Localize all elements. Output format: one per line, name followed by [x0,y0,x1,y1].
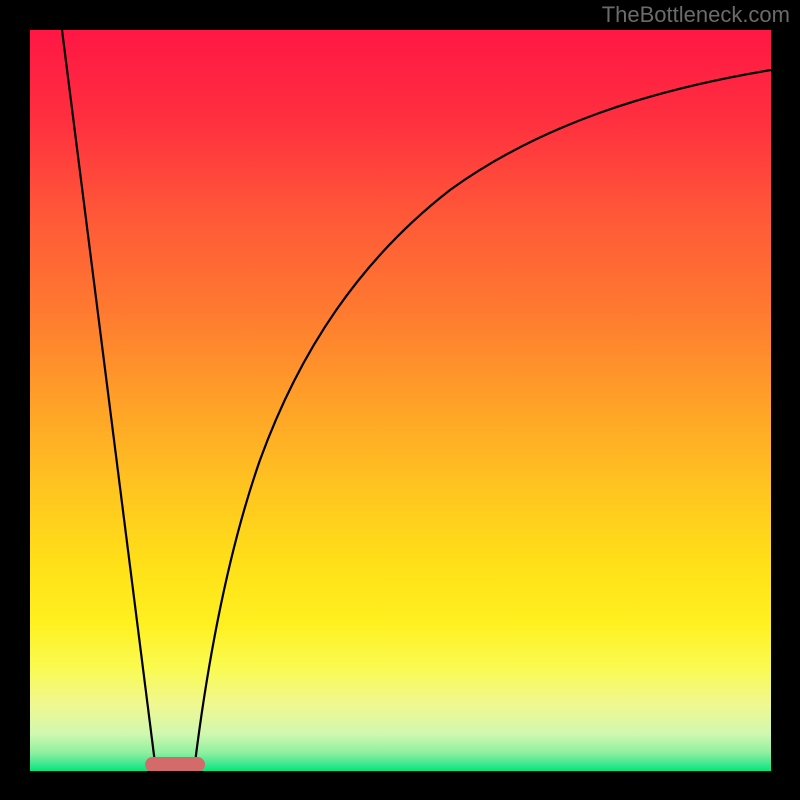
left-curve-line [62,30,156,771]
right-curve-path [194,70,771,771]
plot-area [30,30,771,771]
chart-container: TheBottleneck.com [0,0,800,800]
bottleneck-marker [145,757,205,771]
watermark-text: TheBottleneck.com [602,2,790,28]
curve-overlay [30,30,771,771]
